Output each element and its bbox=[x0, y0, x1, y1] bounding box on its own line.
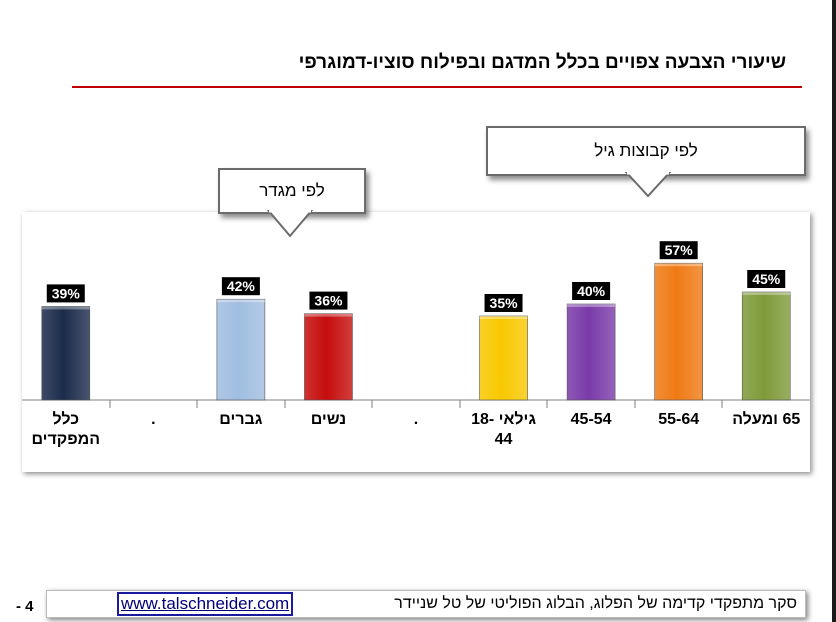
category-label-1: . bbox=[151, 411, 155, 428]
category-label-4: . bbox=[414, 411, 418, 428]
category-label-8: 65 ומעלה bbox=[732, 410, 800, 428]
category-label-2: גברים bbox=[219, 411, 262, 428]
category-label-line: 65 ומעלה bbox=[732, 410, 800, 428]
bar-highlight-7 bbox=[654, 263, 703, 267]
bar-6 bbox=[566, 303, 616, 401]
bar-chart: 39% כלל המפקדים. 42% גברים 36% נשים. 35% גילאי -… bbox=[22, 212, 810, 472]
bar-highlight-6 bbox=[567, 304, 616, 307]
value-label-box-6 bbox=[572, 282, 611, 300]
page-number: - 4 bbox=[16, 598, 34, 615]
category-label-7: 55-64 bbox=[658, 411, 699, 428]
bar-5 bbox=[479, 315, 528, 401]
category-label-line: גברים bbox=[219, 411, 262, 428]
value-label-0: 39% bbox=[52, 285, 81, 301]
value-label-7: 57% bbox=[665, 242, 694, 258]
value-label-2: 42% bbox=[227, 278, 256, 294]
value-label-box-2 bbox=[221, 277, 260, 296]
value-label-box-5 bbox=[484, 294, 523, 312]
category-label-5: גילאי -18 44 bbox=[471, 410, 536, 448]
value-label-box-8 bbox=[747, 270, 786, 288]
category-label-line: גילאי -18 bbox=[471, 410, 536, 428]
callout-by-age-label: לפי קבוצות גיל bbox=[594, 141, 698, 160]
footer: www.talschneider.com סקר מתפקדי קדימה של… bbox=[46, 590, 806, 618]
value-label-5: 35% bbox=[490, 295, 519, 311]
category-label-line: 55-64 bbox=[658, 411, 699, 428]
bar-3 bbox=[304, 313, 353, 401]
value-label-box-0 bbox=[46, 284, 85, 303]
chart-svg: 39% כלל המפקדים. 42% גברים 36% נשים . 35% גילאי -… bbox=[22, 241, 810, 448]
footer-link[interactable]: www.talschneider.com bbox=[117, 592, 294, 616]
category-label-line: נשים bbox=[311, 411, 347, 428]
footer-text: סקר מתפקדי קדימה של הפלוג, הבלוג הפוליטי… bbox=[394, 595, 797, 612]
bar-0 bbox=[41, 306, 91, 401]
value-label-6: 40% bbox=[577, 283, 606, 299]
callout-by-age: לפי קבוצות גיל bbox=[486, 126, 806, 176]
category-label-line: כלל bbox=[52, 410, 79, 428]
bar-7 bbox=[654, 262, 703, 401]
category-label-line: 45-54 bbox=[571, 411, 612, 428]
bar-8 bbox=[741, 291, 791, 401]
bar-highlight-2 bbox=[216, 299, 265, 303]
callout-by-gender-label: לפי מגדר bbox=[259, 181, 325, 200]
callout-by-gender-arrow bbox=[266, 210, 314, 238]
right-edge-bar bbox=[832, 0, 836, 622]
bar-highlight-0 bbox=[41, 306, 90, 310]
value-label-box-3 bbox=[309, 291, 348, 310]
category-label-line: 44 bbox=[495, 431, 513, 448]
value-label-3: 36% bbox=[314, 293, 343, 309]
bar-2 bbox=[216, 298, 266, 401]
category-label-6: 45-54 bbox=[571, 411, 612, 428]
category-label-line: . bbox=[414, 411, 418, 428]
page-title: שיעורי הצבעה צפויים בכלל המדגם ובפילוח ס… bbox=[298, 52, 786, 73]
category-label-3: נשים bbox=[311, 411, 347, 428]
value-label-8: 45% bbox=[752, 271, 781, 287]
bar-highlight-5 bbox=[479, 316, 528, 319]
category-label-line: המפקדים bbox=[31, 431, 100, 448]
bar-highlight-8 bbox=[742, 292, 791, 295]
category-label-line: . bbox=[151, 411, 155, 428]
category-label-0: כלל המפקדים bbox=[31, 410, 100, 448]
bar-highlight-3 bbox=[304, 313, 353, 317]
callout-by-gender: לפי מגדר bbox=[218, 168, 366, 214]
title-underline bbox=[72, 86, 802, 88]
callout-by-age-arrow bbox=[624, 172, 672, 198]
value-label-box-7 bbox=[659, 241, 698, 260]
